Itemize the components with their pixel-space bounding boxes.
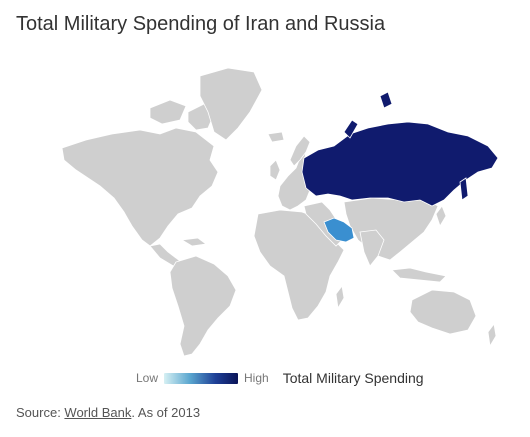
legend-low-label: Low	[136, 371, 159, 385]
country-greenland[interactable]	[199, 67, 263, 141]
chart-title: Total Military Spending of Iran and Russ…	[16, 13, 386, 35]
country-cuba[interactable]	[180, 237, 208, 247]
source-note: Source: World Bank. As of 2013	[16, 405, 200, 420]
legend: Low High Total Military Spending	[136, 370, 424, 386]
source-suffix: . As of 2013	[131, 405, 201, 420]
country-madagascar[interactable]	[335, 285, 345, 310]
country-south-america[interactable]	[169, 255, 237, 357]
country-australia[interactable]	[409, 289, 477, 335]
country-japan[interactable]	[435, 205, 447, 227]
source-link[interactable]: World Bank	[64, 405, 132, 420]
country-north-america[interactable]	[61, 127, 219, 247]
world-map	[0, 60, 530, 360]
legend-title: Total Military Spending	[282, 370, 424, 386]
world-map-svg	[61, 67, 499, 357]
country-canada-islands[interactable]	[149, 99, 187, 125]
country-scandinavia[interactable]	[289, 135, 311, 167]
country-iceland[interactable]	[267, 131, 285, 143]
legend-color-gradient	[164, 372, 239, 384]
country-indonesia[interactable]	[391, 267, 447, 283]
source-prefix: Source:	[16, 405, 65, 420]
country-russia-severnaya-zemlya[interactable]	[379, 91, 393, 109]
country-russia-novaya-zemlya[interactable]	[343, 119, 359, 139]
country-asia[interactable]	[343, 197, 439, 261]
country-uk[interactable]	[269, 159, 281, 181]
country-india[interactable]	[359, 229, 385, 267]
country-new-zealand[interactable]	[487, 323, 497, 348]
legend-high-label: High	[244, 371, 269, 385]
country-iran[interactable]	[323, 217, 355, 243]
country-russia-sakhalin[interactable]	[459, 177, 469, 201]
country-russia[interactable]	[301, 121, 499, 207]
